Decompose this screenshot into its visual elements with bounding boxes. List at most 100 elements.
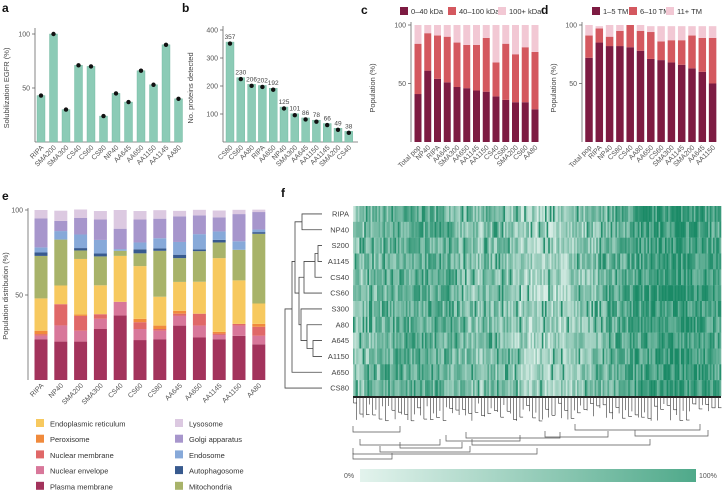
heatmap-cell	[532, 316, 535, 333]
heatmap-cell	[503, 364, 506, 381]
heatmap-cell	[455, 316, 458, 333]
heatmap-cell	[407, 348, 410, 365]
heatmap-cell	[364, 221, 367, 238]
heatmap-cell	[655, 221, 658, 238]
heatmap-cell	[581, 301, 584, 318]
heatmap-cell	[364, 269, 367, 286]
segment-AA645-1-5-tm	[698, 71, 707, 142]
heatmap-cell	[585, 364, 587, 381]
heatmap-cell	[407, 380, 410, 397]
y-tick-label: 50	[569, 81, 577, 88]
heatmap-cell	[418, 301, 421, 318]
heatmap-cell	[353, 206, 355, 223]
heatmap-cell	[445, 206, 448, 223]
heatmap-cell	[642, 237, 645, 254]
heatmap-cell	[413, 221, 416, 238]
heatmap-cell	[380, 253, 383, 270]
heatmap-cell	[529, 285, 531, 302]
heatmap-cell	[516, 285, 519, 302]
heatmap-cell	[525, 332, 528, 349]
heatmap-cell	[434, 301, 437, 318]
heatmap-cell	[369, 301, 371, 318]
segment-CS60-1-5-tm	[657, 60, 665, 142]
heatmap-cell	[676, 364, 679, 381]
heatmap-cell	[407, 285, 410, 302]
heatmap-cell	[385, 253, 387, 270]
heatmap-cell	[599, 364, 602, 381]
segment-CS80-40-100-kda	[502, 43, 510, 100]
legend-swatch	[175, 450, 183, 459]
heatmap-cell	[671, 380, 674, 397]
heatmap-cell	[377, 253, 379, 270]
heatmap-cell	[373, 253, 376, 270]
heatmap-cell	[482, 237, 485, 254]
heatmap-cell	[429, 332, 432, 349]
heatmap-cell	[625, 380, 627, 397]
heatmap-cell	[389, 301, 392, 318]
heatmap-cell	[493, 380, 496, 397]
heatmap-cell	[461, 221, 464, 238]
colorbar-min-label: 0%	[344, 473, 354, 480]
heatmap-cell	[513, 221, 515, 238]
heatmap-cell	[396, 285, 399, 302]
heatmap-cell	[650, 332, 653, 349]
heatmap-cell	[588, 221, 591, 238]
heatmap-cell	[457, 364, 459, 381]
heatmap-cell	[415, 253, 418, 270]
heatmap-cell	[671, 237, 674, 254]
point-AA1150	[151, 82, 156, 87]
heatmap-cell	[484, 380, 487, 397]
heatmap-cell	[530, 237, 533, 254]
heatmap-cell	[583, 237, 586, 254]
heatmap-cell	[385, 364, 387, 381]
heatmap-cell	[481, 380, 483, 397]
heatmap-cell	[492, 364, 495, 381]
heatmap-cell	[615, 364, 618, 381]
heatmap-cell	[537, 316, 539, 333]
heatmap-cell	[524, 364, 527, 381]
heatmap-cell	[449, 380, 451, 397]
heatmap-cell	[612, 206, 615, 223]
heatmap-cell	[473, 253, 475, 270]
heatmap-cell	[577, 237, 579, 254]
heatmap-cell	[562, 301, 565, 318]
heatmap-cell	[421, 380, 424, 397]
heatmap-cell	[586, 301, 589, 318]
heatmap-cell	[714, 332, 717, 349]
heatmap-cell	[460, 348, 463, 365]
heatmap-cell	[365, 237, 368, 254]
heatmap-cell	[407, 253, 410, 270]
heatmap-cell	[407, 316, 410, 333]
heatmap-cell	[556, 206, 559, 223]
heatmap-cell	[569, 221, 571, 238]
heatmap-cell	[441, 285, 443, 302]
heatmap-cell	[383, 253, 386, 270]
heatmap-cell	[687, 269, 690, 286]
heatmap-cell	[447, 301, 450, 318]
heatmap-cell	[511, 316, 514, 333]
heatmap-cell	[599, 206, 602, 223]
heatmap-cell	[524, 237, 527, 254]
heatmap-cell	[460, 237, 463, 254]
heatmap-cell	[487, 253, 490, 270]
heatmap-cell	[685, 364, 688, 381]
segment-SMA300-lysosome	[93, 211, 107, 220]
heatmap-cell	[690, 332, 693, 349]
heatmap-cell	[508, 269, 511, 286]
heatmap-cell	[668, 237, 671, 254]
heatmap-cell	[437, 269, 440, 286]
heatmap-cell	[428, 285, 431, 302]
heatmap-cell	[660, 348, 663, 365]
data-label: 78	[313, 112, 321, 119]
heatmap-cell	[668, 285, 671, 302]
heatmap-cell	[505, 237, 507, 254]
heatmap-cell	[706, 253, 709, 270]
row-dendrogram-branch	[317, 245, 322, 262]
heatmap-cell	[537, 237, 539, 254]
heatmap-cell	[503, 332, 506, 349]
segment-AA650-11-tm	[647, 26, 655, 33]
heatmap-cell	[556, 348, 559, 365]
heatmap-cell	[495, 269, 498, 286]
heatmap-cell	[381, 206, 384, 223]
heatmap-cell	[692, 285, 695, 302]
